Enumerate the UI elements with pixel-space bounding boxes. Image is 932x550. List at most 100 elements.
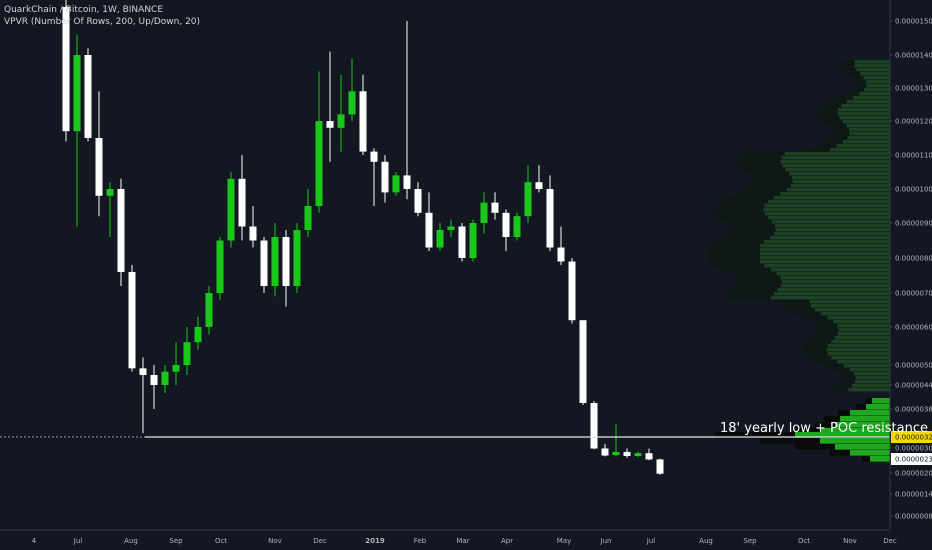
candle[interactable] (645, 448, 653, 461)
volume-profile-bar (833, 132, 850, 136)
candle[interactable] (601, 443, 609, 457)
candle-body (524, 182, 532, 217)
candle[interactable] (546, 175, 554, 251)
candle-body (392, 175, 400, 193)
volume-profile-bar (760, 248, 890, 252)
candle-body (436, 230, 444, 248)
candle[interactable] (458, 223, 466, 262)
candle-body (546, 189, 554, 248)
volume-profile-bar (786, 188, 890, 192)
volume-profile-bar (708, 260, 760, 264)
volume-profile-bar (763, 240, 890, 244)
time-axis[interactable]: 4 Jul Aug Sep Oct Nov Dec 2019 Feb Mar Apr May Jun Ju… (0, 529, 932, 550)
candle-body (95, 138, 103, 196)
candle[interactable] (260, 237, 268, 293)
candle[interactable] (480, 192, 488, 234)
candle[interactable] (326, 51, 334, 162)
volume-profile-bar (763, 208, 890, 212)
candle[interactable] (139, 357, 147, 434)
volume-profile-bar (719, 216, 769, 220)
candle[interactable] (315, 71, 323, 213)
candle-body (216, 240, 224, 293)
candle[interactable] (117, 178, 125, 286)
candle[interactable] (403, 21, 411, 200)
time-tick-label: Dec (883, 537, 897, 545)
candle-body (106, 189, 114, 196)
candle-body (315, 121, 323, 206)
candle[interactable] (370, 148, 378, 206)
candle[interactable] (623, 448, 631, 458)
candle[interactable] (447, 219, 455, 237)
candle[interactable] (106, 182, 114, 237)
candle[interactable] (436, 223, 444, 251)
volume-profile-bar (839, 372, 854, 376)
candle[interactable] (579, 320, 587, 405)
candle[interactable] (161, 365, 169, 393)
candle[interactable] (150, 365, 158, 409)
volume-profile-bar (830, 148, 890, 152)
candle[interactable] (282, 230, 290, 307)
candle[interactable] (557, 226, 565, 266)
candle[interactable] (73, 34, 81, 227)
volume-profile-bar (866, 404, 890, 410)
candle[interactable] (414, 182, 422, 217)
candle-body (260, 240, 268, 286)
candle[interactable] (95, 91, 103, 217)
candle[interactable] (293, 223, 301, 293)
volume-profile-bar (732, 288, 778, 292)
candle[interactable] (304, 189, 312, 237)
volume-profile-bar (809, 300, 890, 304)
candle[interactable] (249, 206, 257, 248)
volume-profile-bar (760, 438, 820, 444)
candle[interactable] (194, 316, 202, 350)
candle[interactable] (227, 172, 235, 248)
time-tick-label: Feb (414, 537, 427, 545)
candle[interactable] (172, 342, 180, 385)
volume-profile-bar (708, 244, 760, 248)
candle[interactable] (590, 401, 598, 450)
volume-profile-bar (856, 84, 867, 88)
volume-profile-bar (850, 450, 890, 456)
volume-profile-bar (859, 92, 890, 96)
candle[interactable] (359, 74, 367, 155)
candle[interactable] (524, 165, 532, 223)
candle[interactable] (469, 219, 477, 262)
volume-profile-bar (852, 384, 890, 388)
candle[interactable] (128, 265, 136, 372)
candle[interactable] (183, 327, 191, 375)
candle-body (282, 237, 290, 286)
candle[interactable] (425, 192, 433, 251)
candle[interactable] (381, 155, 389, 203)
candle[interactable] (513, 212, 521, 241)
price-tick-label: 0.00000303 (895, 445, 932, 453)
candle[interactable] (337, 74, 345, 152)
candle[interactable] (634, 451, 642, 458)
candle[interactable] (491, 192, 499, 220)
candle[interactable] (62, 0, 70, 142)
candle[interactable] (392, 172, 400, 196)
volume-profile-bar (820, 438, 890, 444)
candle[interactable] (238, 155, 246, 241)
price-tick-label: 0.00000085 (895, 513, 932, 521)
volume-profile-bar (775, 228, 890, 232)
candle[interactable] (271, 223, 279, 297)
candle[interactable] (348, 58, 356, 121)
candle[interactable] (568, 258, 576, 324)
volume-profile-bar (848, 388, 890, 392)
candle[interactable] (502, 209, 510, 251)
candle[interactable] (656, 458, 664, 475)
candle[interactable] (535, 165, 543, 193)
candle[interactable] (84, 48, 92, 142)
candle[interactable] (205, 286, 213, 335)
candle[interactable] (216, 237, 224, 300)
candle-body (612, 451, 620, 456)
candle-body (535, 182, 543, 189)
candle[interactable] (612, 423, 620, 457)
volume-profile-bar (770, 296, 890, 300)
volume-profile-bar (872, 398, 890, 404)
